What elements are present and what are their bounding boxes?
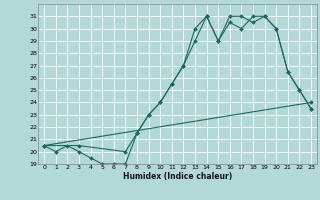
X-axis label: Humidex (Indice chaleur): Humidex (Indice chaleur) <box>123 172 232 181</box>
